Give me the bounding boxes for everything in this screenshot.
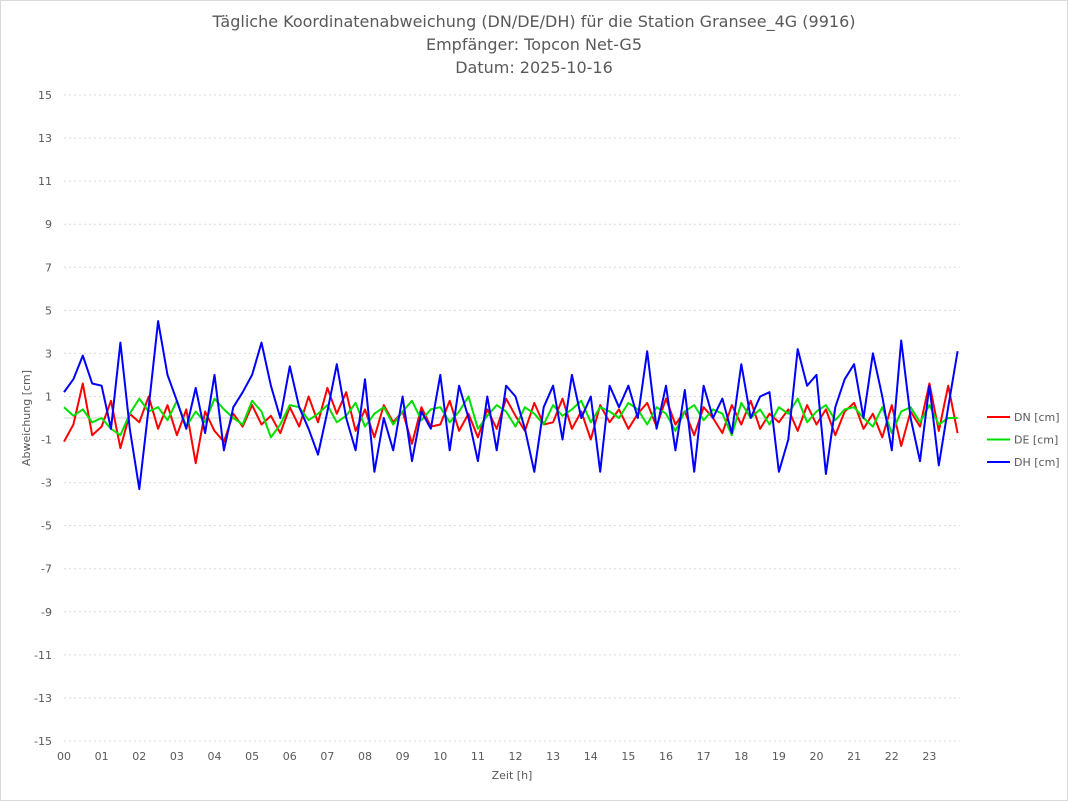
series-line-dh: [63, 320, 959, 491]
chart-subtitle-receiver: Empfänger: Topcon Net-G5: [425, 35, 643, 54]
x-tick-label: 11: [471, 750, 485, 763]
y-tick-label: 5: [45, 304, 52, 317]
x-tick-label: 10: [433, 750, 447, 763]
y-axis-label: Abweichung [cm]: [20, 370, 33, 466]
x-tick-label: 21: [847, 750, 861, 763]
y-tick-label: 1: [45, 390, 52, 403]
y-tick-label: 3: [45, 347, 52, 360]
x-tick-label: 08: [358, 750, 372, 763]
x-tick-label: 04: [208, 750, 222, 763]
legend-label: DH [cm]: [1014, 456, 1060, 469]
series-line-de: [63, 395, 958, 439]
x-tick-label: 01: [95, 750, 109, 763]
y-tick-label: -13: [34, 692, 52, 705]
y-tick-label: 11: [38, 175, 52, 188]
y-tick-label: -3: [41, 477, 52, 490]
x-tick-label: 18: [734, 750, 748, 763]
x-tick-label: 06: [283, 750, 297, 763]
x-tick-label: 12: [509, 750, 523, 763]
y-tick-label: -1: [41, 434, 52, 447]
x-tick-label: 09: [396, 750, 410, 763]
x-tick-label: 19: [772, 750, 786, 763]
chart-subtitle-date: Datum: 2025-10-16: [455, 58, 613, 77]
x-tick-label: 15: [621, 750, 635, 763]
x-axis-label: Zeit [h]: [492, 769, 533, 782]
x-tick-label: 20: [810, 750, 824, 763]
y-tick-label: -11: [34, 649, 52, 662]
x-tick-label: 13: [546, 750, 560, 763]
x-tick-label: 05: [245, 750, 259, 763]
y-tick-label: 7: [45, 261, 52, 274]
legend-label: DE [cm]: [1014, 434, 1058, 447]
y-tick-label: -5: [41, 520, 52, 533]
series-line-dn: [63, 382, 959, 465]
legend: DN [cm] DE [cm] DH [cm]: [987, 411, 1060, 469]
y-tick-label: 13: [38, 132, 52, 145]
x-tick-label: 22: [885, 750, 899, 763]
x-tick-label: 02: [132, 750, 146, 763]
x-tick-label: 07: [320, 750, 334, 763]
x-tick-label: 03: [170, 750, 184, 763]
legend-label: DN [cm]: [1014, 411, 1060, 424]
x-tick-label: 00: [57, 750, 71, 763]
y-tick-label: -9: [41, 606, 52, 619]
y-tick-label: -15: [34, 735, 52, 748]
y-tick-label: 9: [45, 218, 52, 231]
y-tick-label: 15: [38, 89, 52, 102]
x-tick-label: 23: [922, 750, 936, 763]
y-tick-label: -7: [41, 563, 52, 576]
x-tick-label: 16: [659, 750, 673, 763]
x-tick-label: 14: [584, 750, 598, 763]
x-tick-label: 17: [697, 750, 711, 763]
chart-title: Tägliche Koordinatenabweichung (DN/DE/DH…: [212, 12, 856, 31]
